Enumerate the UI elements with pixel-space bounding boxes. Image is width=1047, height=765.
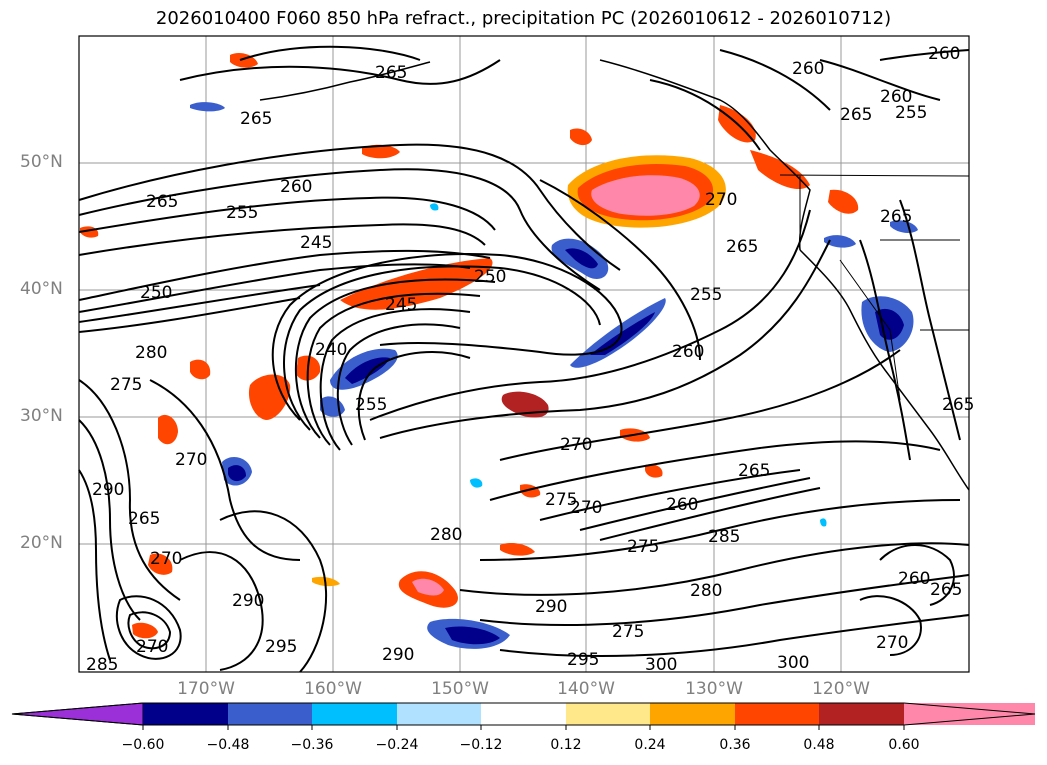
contour-label: 295 [567, 650, 599, 670]
lat-label: 40°N [20, 279, 63, 299]
colorbar-tick-label: −0.12 [459, 737, 503, 753]
contour-label: 285 [708, 527, 740, 547]
contour-label: 265 [240, 109, 272, 129]
contour-label: 280 [430, 525, 462, 545]
contour-label: 270 [150, 549, 182, 569]
coastlines [259, 59, 970, 491]
contour-label: 250 [140, 283, 172, 303]
contour-label: 255 [690, 285, 722, 305]
lon-label: 150°W [431, 679, 489, 699]
contour-label: 275 [110, 375, 142, 395]
contour-label: 245 [385, 295, 417, 315]
lon-label: 130°W [685, 679, 743, 699]
colorbar-bin [735, 703, 819, 725]
contour-label: 270 [705, 190, 737, 210]
contour-label: 275 [612, 622, 644, 642]
colorbar-bin [312, 703, 397, 725]
contour-label-group: 260 260 265 260 255 265 265 260 255 245 … [86, 44, 974, 675]
contour-label: 275 [545, 490, 577, 510]
contour-label: 260 [280, 177, 312, 197]
contour-label: 290 [92, 480, 124, 500]
contour-label: 295 [265, 637, 297, 657]
contour-label: 260 [672, 342, 704, 362]
contour-label: 250 [474, 267, 506, 287]
contour-label: 265 [942, 395, 974, 415]
colorbar-extend-max [904, 703, 1035, 725]
lat-label: 20°N [20, 533, 63, 553]
contour-label: 260 [792, 59, 824, 79]
graticule [79, 36, 969, 672]
precip-negative-areas [190, 102, 918, 649]
colorbar-extend-min [11, 702, 144, 726]
lat-label: 50°N [20, 152, 63, 172]
contour-label: 270 [570, 498, 602, 518]
colorbar [11, 702, 1036, 730]
contour-label: 270 [136, 637, 168, 657]
contour-label: 260 [898, 569, 930, 589]
map-title: 2026010400 F060 850 hPa refract., precip… [155, 8, 892, 29]
contour-label: 255 [226, 203, 258, 223]
map-background [79, 36, 969, 672]
colorbar-bin [819, 703, 904, 725]
contour-label: 265 [375, 63, 407, 83]
refractivity-contours [78, 45, 970, 673]
colorbar-bin [397, 703, 481, 725]
colorbar-tick-label: −0.36 [290, 737, 334, 753]
contour-label: 245 [300, 233, 332, 253]
contour-label: 290 [535, 597, 567, 617]
contour-label: 255 [895, 103, 927, 123]
contour-label: 280 [135, 343, 167, 363]
colorbar-bin [143, 703, 228, 725]
contour-label: 270 [175, 450, 207, 470]
colorbar-bin [650, 703, 735, 725]
colorbar-bin [481, 703, 566, 725]
contour-label: 265 [880, 207, 912, 227]
contour-label: 275 [627, 537, 659, 557]
contour-label: 265 [738, 461, 770, 481]
contour-label: 260 [880, 87, 912, 107]
contour-label: 270 [876, 633, 908, 653]
map-frame [78, 35, 970, 673]
colorbar-tick-label: −0.24 [375, 737, 419, 753]
contour-label: 255 [355, 395, 387, 415]
colorbar-tick-label: −0.48 [206, 737, 250, 753]
contour-label: 290 [382, 645, 414, 665]
contour-label: 260 [928, 44, 960, 64]
contour-label: 280 [690, 581, 722, 601]
contour-label: 285 [86, 655, 118, 675]
contour-label: 290 [232, 591, 264, 611]
colorbar-tick-label: 0.60 [888, 737, 920, 753]
lon-label: 170°W [177, 679, 235, 699]
contour-label: 260 [666, 495, 698, 515]
lon-label: 160°W [304, 679, 362, 699]
contour-label: 300 [777, 653, 809, 673]
contour-label: 240 [315, 340, 347, 360]
colorbar-tick-label: 0.24 [634, 737, 666, 753]
lon-label: 140°W [557, 679, 615, 699]
colorbar-tick-label: 0.36 [719, 737, 751, 753]
contour-label: 300 [645, 655, 677, 675]
colorbar-tick-label: 0.48 [803, 737, 835, 753]
contour-label: 265 [726, 237, 758, 257]
colorbar-tick-label: 0.12 [550, 737, 582, 753]
contour-label: 265 [840, 105, 872, 125]
colorbar-tick-label: −0.60 [121, 737, 165, 753]
contour-label: 265 [930, 580, 962, 600]
colorbar-bin [566, 703, 650, 725]
contour-label: 270 [560, 435, 592, 455]
contour-label: 265 [146, 192, 178, 212]
lat-label: 30°N [20, 406, 63, 426]
lon-label: 120°W [812, 679, 870, 699]
contour-label: 265 [128, 509, 160, 529]
colorbar-bin [228, 703, 312, 725]
